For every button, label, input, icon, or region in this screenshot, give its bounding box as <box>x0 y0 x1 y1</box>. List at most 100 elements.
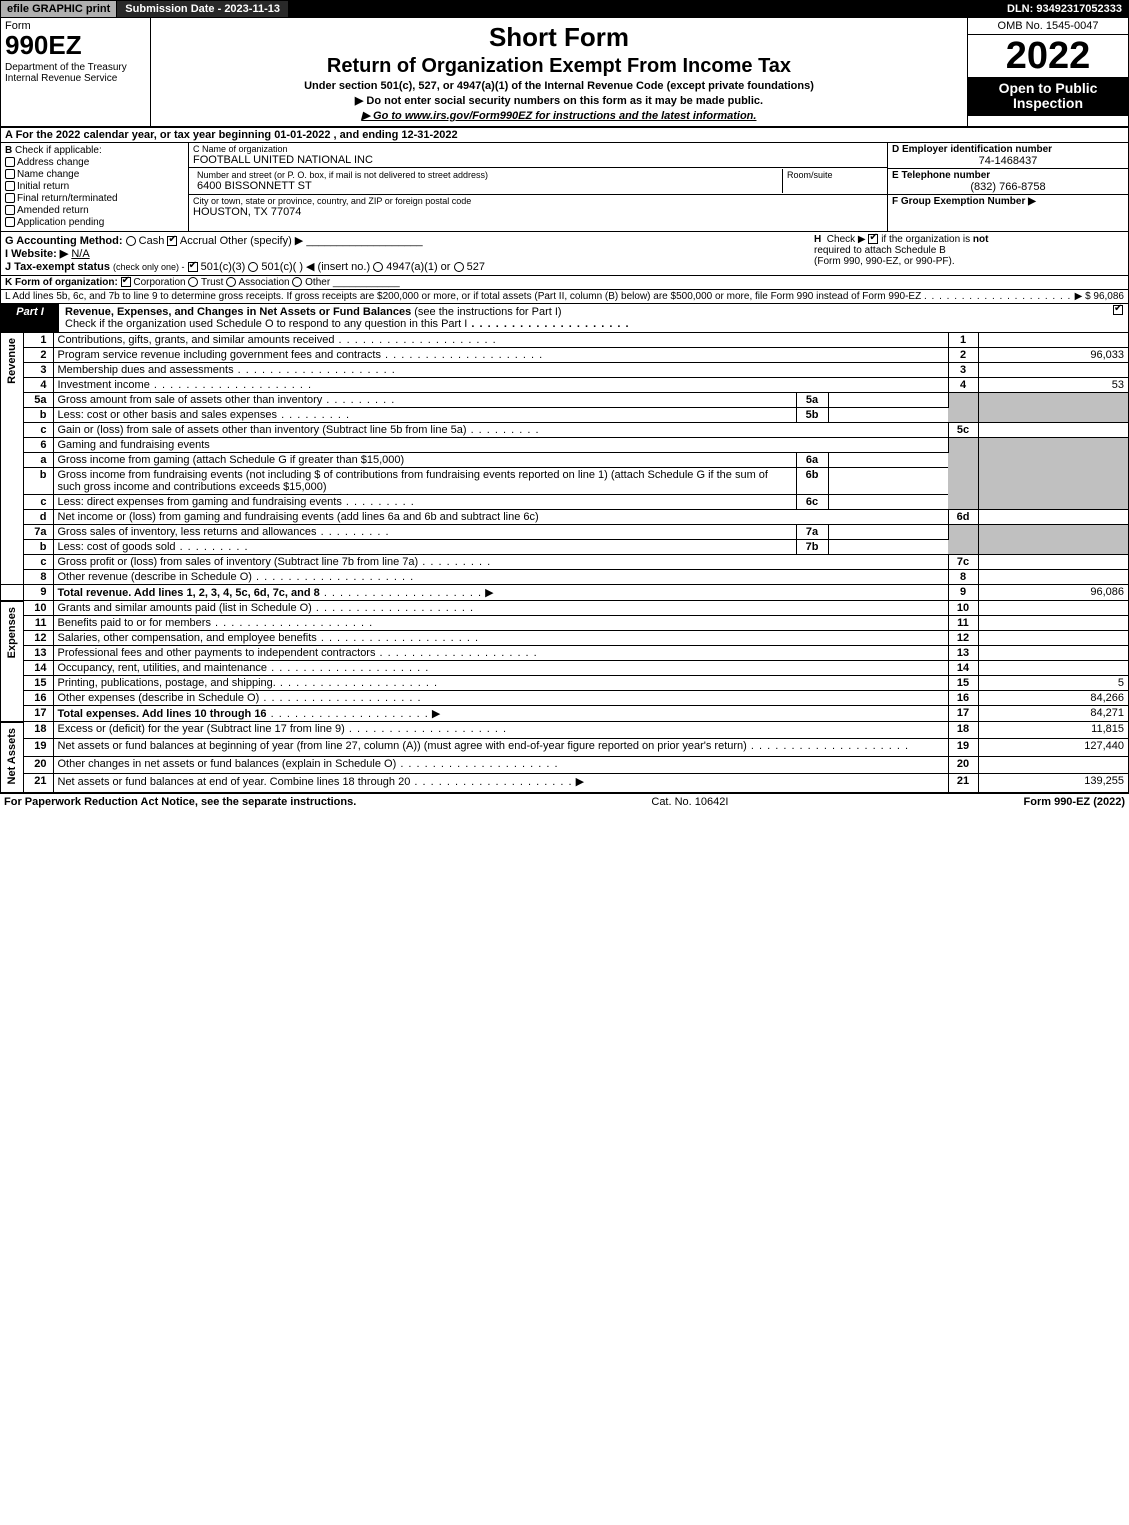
goto-link[interactable]: ▶ Go to www.irs.gov/Form990EZ for instru… <box>157 109 961 122</box>
dln: DLN: 93492317052333 <box>1001 1 1128 17</box>
street-label: Number and street (or P. O. box, if mail… <box>197 170 778 180</box>
g-other: Other (specify) ▶ <box>220 235 304 247</box>
l16-amt: 84,266 <box>978 691 1128 706</box>
top-bar: efile GRAPHIC print Submission Date - 20… <box>0 0 1129 18</box>
part1-label: Part I <box>1 304 59 332</box>
l17-amt: 84,271 <box>978 706 1128 722</box>
side-revenue: Revenue <box>1 333 23 585</box>
row-l: L Add lines 5b, 6c, and 7b to line 9 to … <box>1 290 1128 304</box>
l19-amt: 127,440 <box>978 739 1128 756</box>
chk-final[interactable]: Final return/terminated <box>5 193 184 204</box>
part1-checkbox[interactable] <box>1108 304 1128 332</box>
part1-title: Revenue, Expenses, and Changes in Net As… <box>59 304 1108 332</box>
submission-date: Submission Date - 2023-11-13 <box>117 1 289 17</box>
tax-year: 2022 <box>968 35 1128 77</box>
chk-name[interactable]: Name change <box>5 169 184 180</box>
under-section: Under section 501(c), 527, or 4947(a)(1)… <box>157 80 961 92</box>
short-form: Short Form <box>157 22 961 53</box>
street-val: 6400 BISSONNETT ST <box>197 180 778 192</box>
l-text: L Add lines 5b, 6c, and 7b to line 9 to … <box>5 291 921 302</box>
form-header: Form 990EZ Department of the Treasury In… <box>1 18 1128 128</box>
city-label: City or town, state or province, country… <box>193 196 883 206</box>
col-c: C Name of organization FOOTBALL UNITED N… <box>189 143 888 231</box>
f-group: F Group Exemption Number ▶ <box>888 195 1128 208</box>
dept-text: Department of the Treasury Internal Reve… <box>5 62 146 84</box>
no-ssn: ▶ Do not enter social security numbers o… <box>157 94 961 107</box>
footer-center: Cat. No. 10642I <box>651 796 728 808</box>
k-trust[interactable] <box>188 277 198 287</box>
omb-number: OMB No. 1545-0047 <box>968 18 1128 35</box>
chk-pending[interactable]: Application pending <box>5 217 184 228</box>
block-bcdef: B Check if applicable: Address change Na… <box>1 143 1128 232</box>
form-wrapper: Form 990EZ Department of the Treasury In… <box>0 18 1129 794</box>
open-inspection: Open to Public Inspection <box>968 77 1128 116</box>
l4-amt: 53 <box>978 378 1128 393</box>
footer: For Paperwork Reduction Act Notice, see … <box>0 794 1129 810</box>
k-assoc[interactable] <box>226 277 236 287</box>
d-value: 74-1468437 <box>892 155 1124 167</box>
e-value: (832) 766-8758 <box>892 181 1124 193</box>
side-expenses: Expenses <box>1 601 23 722</box>
h-check[interactable] <box>868 234 878 244</box>
l1-num: 1 <box>23 333 53 348</box>
l9-amt: 96,086 <box>978 585 1128 601</box>
b-check: Check if applicable: <box>15 145 102 156</box>
j-label: J Tax-exempt status <box>5 261 110 273</box>
i-label: I Website: ▶ <box>5 248 68 260</box>
row-g: G Accounting Method: Cash Accrual Other … <box>1 232 1128 276</box>
c-city: City or town, state or province, country… <box>189 195 887 219</box>
k-other[interactable] <box>292 277 302 287</box>
l2-amt: 96,033 <box>978 348 1128 363</box>
j-4947[interactable] <box>373 262 383 272</box>
side-netassets: Net Assets <box>1 722 23 793</box>
row-a: A For the 2022 calendar year, or tax yea… <box>1 128 1128 143</box>
f-label: F Group Exemption Number ▶ <box>892 196 1036 207</box>
l-amount: ▶ $ 96,086 <box>1075 291 1124 302</box>
col-b: B Check if applicable: Address change Na… <box>1 143 189 231</box>
part1-bar: Part I Revenue, Expenses, and Changes in… <box>1 304 1128 333</box>
j-501c[interactable] <box>248 262 258 272</box>
chk-amended[interactable]: Amended return <box>5 205 184 216</box>
j-527[interactable] <box>454 262 464 272</box>
c-name: C Name of organization FOOTBALL UNITED N… <box>189 143 887 168</box>
footer-right: Form 990-EZ (2022) <box>1024 796 1125 808</box>
l1-box: 1 <box>948 333 978 348</box>
header-center: Short Form Return of Organization Exempt… <box>151 18 968 126</box>
chk-initial[interactable]: Initial return <box>5 181 184 192</box>
c-street: Number and street (or P. O. box, if mail… <box>189 168 887 195</box>
k-label: K Form of organization: <box>5 277 118 288</box>
row-k: K Form of organization: Corporation Trus… <box>1 276 1128 290</box>
d-label: D Employer identification number <box>892 144 1052 155</box>
g-cash[interactable] <box>126 236 136 246</box>
room-label: Room/suite <box>787 170 879 180</box>
c-name-label: C Name of organization <box>193 144 883 154</box>
topbar-fill <box>289 1 1001 17</box>
form-title: Return of Organization Exempt From Incom… <box>157 55 961 78</box>
footer-left: For Paperwork Reduction Act Notice, see … <box>4 796 356 808</box>
e-label: E Telephone number <box>892 170 990 181</box>
k-corp[interactable] <box>121 277 131 287</box>
j-501c3[interactable] <box>188 262 198 272</box>
l1-text: Contributions, gifts, grants, and simila… <box>58 334 335 346</box>
chk-address[interactable]: Address change <box>5 157 184 168</box>
col-de: D Employer identification number 74-1468… <box>888 143 1128 231</box>
l18-amt: 11,815 <box>978 722 1128 739</box>
b-label: B <box>5 145 12 156</box>
g-label: G Accounting Method: <box>5 235 123 247</box>
i-value: N/A <box>71 248 89 260</box>
h-block: H Check ▶ if the organization is not req… <box>814 234 1124 267</box>
city-val: HOUSTON, TX 77074 <box>193 206 883 218</box>
d-ein: D Employer identification number 74-1468… <box>888 143 1128 169</box>
form-number: 990EZ <box>5 32 146 58</box>
org-name: FOOTBALL UNITED NATIONAL INC <box>193 154 883 166</box>
l15-amt: 5 <box>978 676 1128 691</box>
lines-table: Revenue 1 Contributions, gifts, grants, … <box>1 333 1128 793</box>
g-accrual[interactable] <box>167 236 177 246</box>
e-phone: E Telephone number (832) 766-8758 <box>888 169 1128 195</box>
h-label: H <box>814 234 821 245</box>
l1-amt <box>978 333 1128 348</box>
header-right: OMB No. 1545-0047 2022 Open to Public In… <box>968 18 1128 126</box>
l21-amt: 139,255 <box>978 774 1128 793</box>
efile-print-button[interactable]: efile GRAPHIC print <box>1 1 117 17</box>
header-left: Form 990EZ Department of the Treasury In… <box>1 18 151 126</box>
